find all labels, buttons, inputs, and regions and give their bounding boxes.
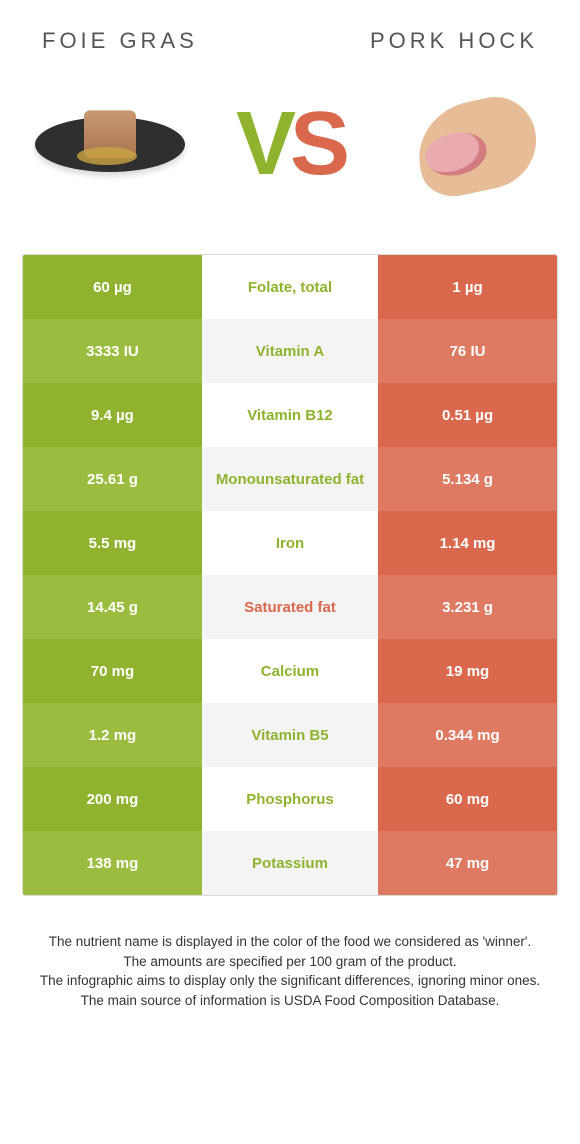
table-row: 70 mgCalcium19 mg: [23, 639, 557, 703]
nutrient-label: Folate, total: [202, 255, 378, 319]
pork-hock-icon: [395, 89, 545, 199]
table-row: 25.61 gMonounsaturated fat5.134 g: [23, 447, 557, 511]
right-value: 5.134 g: [378, 447, 557, 511]
right-value: 19 mg: [378, 639, 557, 703]
nutrient-label: Calcium: [202, 639, 378, 703]
footer-line: The nutrient name is displayed in the co…: [28, 932, 552, 952]
comparison-table: 60 µgFolate, total1 µg3333 IUVitamin A76…: [22, 254, 558, 896]
nutrient-label: Iron: [202, 511, 378, 575]
left-value: 1.2 mg: [23, 703, 202, 767]
right-value: 3.231 g: [378, 575, 557, 639]
footer-notes: The nutrient name is displayed in the co…: [0, 896, 580, 1010]
left-value: 14.45 g: [23, 575, 202, 639]
left-value: 25.61 g: [23, 447, 202, 511]
vs-s: S: [290, 94, 344, 194]
foie-gras-icon: [35, 117, 185, 172]
left-value: 70 mg: [23, 639, 202, 703]
right-value: 60 mg: [378, 767, 557, 831]
right-value: 0.344 mg: [378, 703, 557, 767]
table-row: 5.5 mgIron1.14 mg: [23, 511, 557, 575]
nutrient-label: Saturated fat: [202, 575, 378, 639]
left-food-image: [20, 79, 200, 209]
nutrient-label: Monounsaturated fat: [202, 447, 378, 511]
vs-v: V: [236, 94, 290, 194]
nutrient-label: Vitamin B5: [202, 703, 378, 767]
footer-line: The infographic aims to display only the…: [28, 971, 552, 991]
nutrient-label: Potassium: [202, 831, 378, 895]
right-food-title: Pork hock: [370, 28, 538, 54]
right-value: 76 IU: [378, 319, 557, 383]
vs-label: VS: [236, 99, 344, 189]
left-value: 138 mg: [23, 831, 202, 895]
nutrient-label: Vitamin A: [202, 319, 378, 383]
left-value: 200 mg: [23, 767, 202, 831]
footer-line: The main source of information is USDA F…: [28, 991, 552, 1011]
table-row: 9.4 µgVitamin B120.51 µg: [23, 383, 557, 447]
right-food-image: [380, 79, 560, 209]
table-row: 200 mgPhosphorus60 mg: [23, 767, 557, 831]
right-value: 0.51 µg: [378, 383, 557, 447]
hero-row: VS: [0, 54, 580, 254]
right-value: 1.14 mg: [378, 511, 557, 575]
left-value: 60 µg: [23, 255, 202, 319]
left-food-title: Foie gras: [42, 28, 198, 54]
left-value: 3333 IU: [23, 319, 202, 383]
table-row: 60 µgFolate, total1 µg: [23, 255, 557, 319]
table-row: 14.45 gSaturated fat3.231 g: [23, 575, 557, 639]
nutrient-label: Phosphorus: [202, 767, 378, 831]
left-value: 9.4 µg: [23, 383, 202, 447]
right-value: 1 µg: [378, 255, 557, 319]
table-row: 138 mgPotassium47 mg: [23, 831, 557, 895]
footer-line: The amounts are specified per 100 gram o…: [28, 952, 552, 972]
right-value: 47 mg: [378, 831, 557, 895]
header: Foie gras Pork hock: [0, 0, 580, 54]
table-row: 3333 IUVitamin A76 IU: [23, 319, 557, 383]
nutrient-label: Vitamin B12: [202, 383, 378, 447]
table-row: 1.2 mgVitamin B50.344 mg: [23, 703, 557, 767]
left-value: 5.5 mg: [23, 511, 202, 575]
